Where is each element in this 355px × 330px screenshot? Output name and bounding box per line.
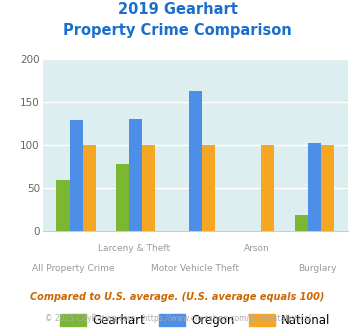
Bar <box>129 119 142 231</box>
Bar <box>189 91 202 231</box>
Bar <box>308 143 321 231</box>
Bar <box>261 145 274 231</box>
Text: Motor Vehicle Theft: Motor Vehicle Theft <box>151 264 239 273</box>
Text: 2019 Gearhart: 2019 Gearhart <box>118 2 237 16</box>
Text: Property Crime Comparison: Property Crime Comparison <box>63 23 292 38</box>
Bar <box>116 164 129 231</box>
Bar <box>70 120 83 231</box>
Bar <box>83 145 96 231</box>
Bar <box>142 145 155 231</box>
Text: Arson: Arson <box>244 244 269 253</box>
Text: Burglary: Burglary <box>298 264 337 273</box>
Text: Compared to U.S. average. (U.S. average equals 100): Compared to U.S. average. (U.S. average … <box>30 292 325 302</box>
Legend: Gearhart, Oregon, National: Gearhart, Oregon, National <box>56 309 335 330</box>
Text: All Property Crime: All Property Crime <box>32 264 114 273</box>
Text: © 2025 CityRating.com - https://www.cityrating.com/crime-statistics/: © 2025 CityRating.com - https://www.city… <box>45 314 310 323</box>
Bar <box>202 145 215 231</box>
Text: Larceny & Theft: Larceny & Theft <box>98 244 170 253</box>
Bar <box>56 180 70 231</box>
Bar <box>295 215 308 231</box>
Bar <box>321 145 334 231</box>
